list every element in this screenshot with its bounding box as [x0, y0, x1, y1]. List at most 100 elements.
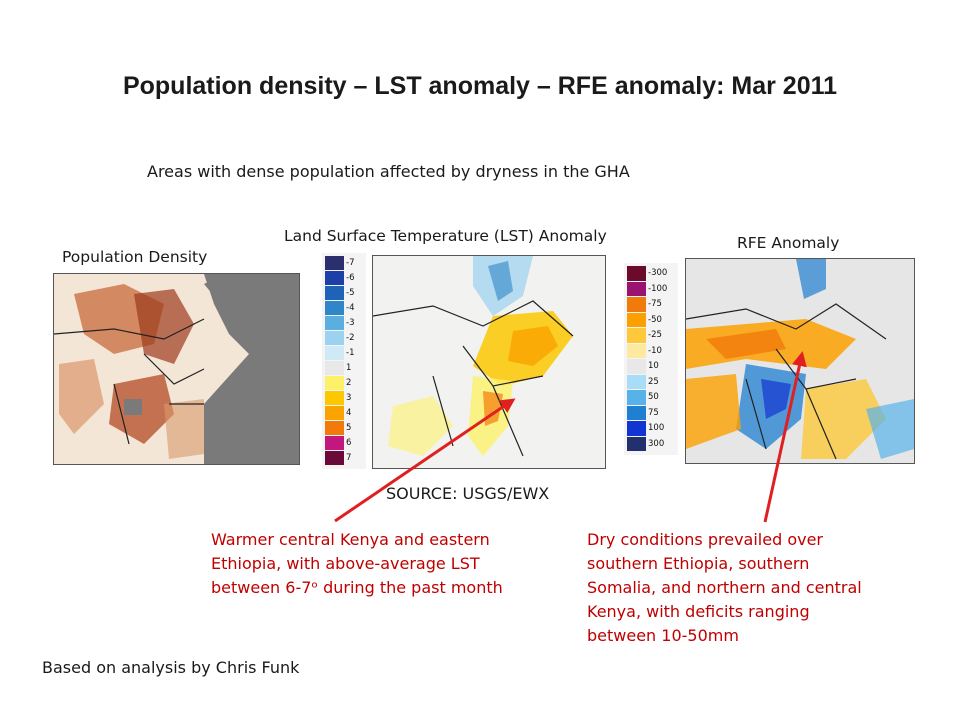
rfe-map-graphic — [686, 259, 914, 460]
legend-item: -1 — [322, 346, 366, 361]
source-label: SOURCE: USGS/EWX — [386, 484, 550, 503]
legend-swatch — [627, 405, 646, 420]
lst-anomaly-label: Land Surface Temperature (LST) Anomaly — [284, 227, 607, 245]
rfe-note-line: Dry conditions prevailed over — [587, 530, 824, 549]
legend-value: -2 — [346, 333, 355, 343]
legend-value: 2 — [346, 378, 352, 388]
legend-swatch — [627, 266, 646, 281]
lst-note-line: Warmer central Kenya and eastern — [211, 530, 490, 549]
legend-item: 50 — [624, 390, 678, 406]
legend-swatch — [325, 256, 344, 270]
legend-value: -300 — [648, 268, 668, 279]
legend-swatch — [627, 359, 646, 374]
legend-item: 4 — [322, 406, 366, 421]
legend-value: 3 — [346, 393, 352, 403]
lst-map-graphic — [373, 256, 574, 457]
legend-item: 300 — [624, 436, 678, 453]
subtitle: Areas with dense population affected by … — [147, 162, 630, 181]
legend-value: 1 — [346, 363, 352, 373]
legend-swatch — [325, 286, 344, 300]
rfe-note-line: Somalia, and northern and central — [587, 578, 862, 597]
legend-value: -6 — [346, 273, 355, 283]
population-density-map — [53, 273, 300, 465]
legend-swatch — [627, 312, 646, 327]
legend-item: -2 — [322, 331, 366, 346]
legend-item: -4 — [322, 301, 366, 316]
legend-item: -7 — [322, 256, 366, 271]
legend-swatch — [325, 421, 344, 435]
lst-note: Warmer central Kenya and eastern Ethiopi… — [211, 528, 503, 600]
lst-legend: -7 -6 -5 -4 -3 -2 -1 1 2 3 4 5 6 7 — [322, 253, 366, 469]
legend-item: -75 — [624, 297, 678, 313]
legend-swatch — [627, 421, 646, 436]
legend-value: -1 — [346, 348, 355, 358]
legend-value: 10 — [648, 361, 659, 372]
legend-value: -5 — [346, 288, 355, 298]
legend-item: -100 — [624, 281, 678, 298]
legend-value: -25 — [648, 330, 662, 341]
legend-item: -50 — [624, 312, 678, 329]
lst-note-line: between 6-7ᵒ during the past month — [211, 578, 503, 597]
legend-item: 6 — [322, 436, 366, 451]
legend-item: -3 — [322, 316, 366, 331]
legend-item: -10 — [624, 343, 678, 360]
legend-item: 7 — [322, 451, 366, 466]
legend-item: -25 — [624, 328, 678, 344]
legend-swatch — [627, 328, 646, 343]
legend-value: -3 — [346, 318, 355, 328]
legend-item: 25 — [624, 374, 678, 391]
legend-swatch — [325, 406, 344, 420]
legend-swatch — [325, 331, 344, 345]
legend-value: -4 — [346, 303, 355, 313]
rfe-note-line: Kenya, with deficits ranging — [587, 602, 810, 621]
legend-value: -7 — [346, 258, 355, 268]
legend-swatch — [325, 346, 344, 360]
legend-swatch — [325, 391, 344, 405]
lst-anomaly-map — [372, 255, 606, 469]
legend-value: 300 — [648, 438, 665, 449]
legend-item: -6 — [322, 271, 366, 286]
legend-item: 75 — [624, 405, 678, 422]
legend-swatch — [627, 436, 646, 451]
rfe-note: Dry conditions prevailed over southern E… — [587, 528, 862, 648]
legend-swatch — [325, 451, 344, 465]
legend-swatch — [627, 374, 646, 389]
legend-value: -10 — [648, 345, 662, 356]
lst-note-line: Ethiopia, with above-average LST — [211, 554, 480, 573]
legend-item: 100 — [624, 421, 678, 437]
legend-value: -100 — [648, 283, 668, 294]
population-map-graphic — [54, 274, 254, 464]
legend-item: 3 — [322, 391, 366, 406]
rfe-note-line: southern Ethiopia, southern — [587, 554, 810, 573]
legend-item: 2 — [322, 376, 366, 391]
legend-value: 5 — [346, 423, 352, 433]
legend-swatch — [325, 436, 344, 450]
lst-arrow — [334, 398, 516, 523]
legend-swatch — [325, 301, 344, 315]
legend-swatch — [325, 316, 344, 330]
legend-swatch — [325, 376, 344, 390]
legend-item: -5 — [322, 286, 366, 301]
legend-item: 5 — [322, 421, 366, 436]
legend-value: 100 — [648, 423, 665, 434]
legend-value: -75 — [648, 299, 662, 310]
legend-item: 10 — [624, 359, 678, 375]
legend-value: 75 — [648, 407, 659, 418]
legend-swatch — [627, 390, 646, 405]
legend-item: -300 — [624, 266, 678, 282]
legend-swatch — [627, 281, 646, 296]
legend-swatch — [325, 361, 344, 375]
legend-swatch — [627, 297, 646, 312]
legend-value: 4 — [346, 408, 352, 418]
legend-value: 25 — [648, 376, 659, 387]
page-title: Population density – LST anomaly – RFE a… — [122, 72, 838, 100]
legend-value: 7 — [346, 453, 352, 463]
rfe-legend: -300 -100 -75 -50 -25 -10 10 25 50 75 100 300 — [624, 263, 678, 455]
population-density-label: Population Density — [62, 248, 208, 266]
rfe-note-line: between 10-50mm — [587, 626, 739, 645]
rfe-anomaly-label: RFE Anomaly — [737, 234, 840, 252]
legend-item: 1 — [322, 361, 366, 376]
rfe-arrow — [763, 351, 807, 523]
legend-value: 6 — [346, 438, 352, 448]
